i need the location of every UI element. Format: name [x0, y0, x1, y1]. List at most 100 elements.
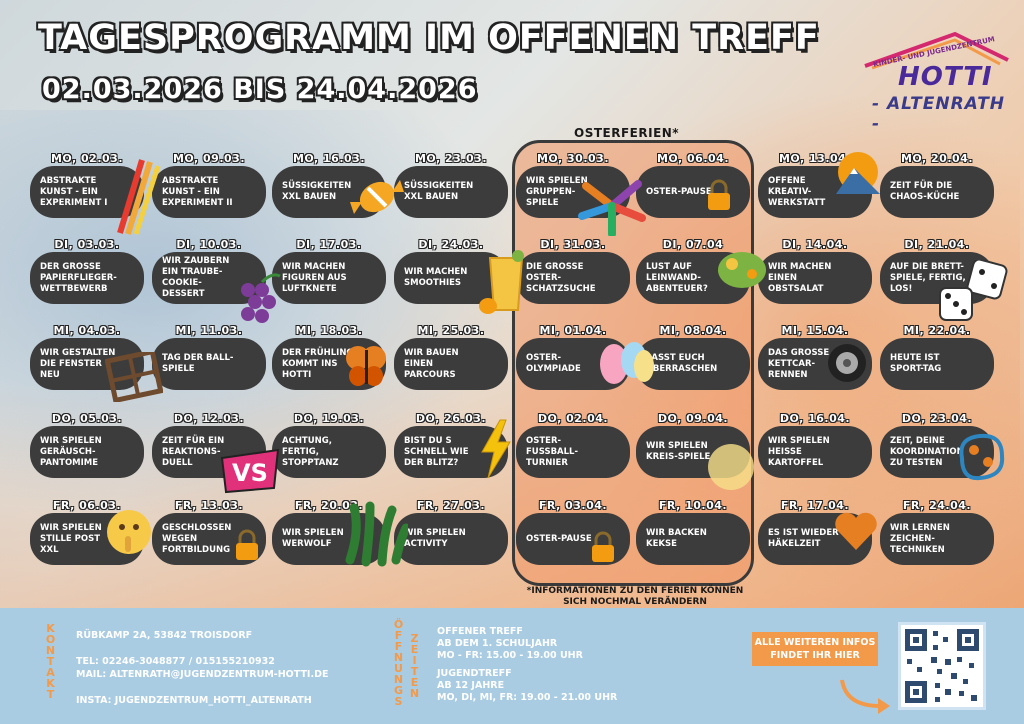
day-label: MO, 23.03. — [414, 152, 488, 165]
activity-text: WIR BACKEN KEKSE — [646, 528, 707, 549]
activity-pill: WIR SPIELEN ACTIVITY — [394, 513, 508, 565]
oeffnungs-label: ÖFFNUNGS — [392, 618, 405, 706]
day-label: DI, 17.03. — [296, 238, 362, 251]
info-button[interactable]: ALLE WEITEREN INFOS FINDET IHR HIER — [752, 632, 878, 666]
activity-text: WIR MACHEN FIGUREN AUS LUFTKNETE — [282, 261, 347, 294]
activity-text: OSTER-OLYMPIADE — [526, 353, 581, 374]
activity-pill: ZEIT, DEINE KOORDINATION ZU TESTEN — [880, 426, 994, 478]
activity-text: ABSTRAKTE KUNST - EIN EXPERIMENT I — [40, 175, 108, 208]
activity-pill: WIR SPIELEN GRUPPEN-SPIELE — [516, 166, 630, 218]
activity-pill: ACHTUNG, FERTIG, STOPPTANZ — [272, 426, 386, 478]
activity-text: WIR GESTALTEN DIE FENSTER NEU — [40, 347, 116, 380]
activity-text: OSTER-FUßBALL-TURNIER — [526, 435, 578, 468]
day-label: MO, 09.03. — [172, 152, 246, 165]
activity-pill: OSTER-PAUSE — [636, 166, 750, 218]
logo-name: HOTTI — [898, 62, 993, 92]
roof-icon — [864, 31, 1009, 70]
activity-pill: SÜßIGKEITEN XXL BAUEN — [394, 166, 508, 218]
day-label: MO, 20.04. — [900, 152, 974, 165]
activity-pill: ABSTRAKTE KUNST - EIN EXPERIMENT II — [152, 166, 266, 218]
activity-pill: WIR SPIELEN WERWOLF — [272, 513, 386, 565]
activity-pill: TAG DER BALL-SPIELE — [152, 338, 266, 390]
activity-text: ZEIT, DEINE KOORDINATION ZU TESTEN — [890, 435, 964, 468]
activity-text: WIR SPIELEN WERWOLF — [282, 528, 344, 549]
activity-text: WIR MACHEN EINEN OBSTSALAT — [768, 261, 832, 294]
activity-pill: OSTER-FUßBALL-TURNIER — [516, 426, 630, 478]
day-label: DO, 26.03. — [415, 412, 487, 425]
activity-text: WIR SPIELEN HEIßE KARTOFFEL — [768, 435, 830, 468]
jt-title: JUGENDTREFF — [437, 668, 512, 679]
activity-pill: ZEIT FÜR EIN REAKTIONS-DUELL — [152, 426, 266, 478]
day-label: DI, 03.03. — [54, 238, 120, 251]
activity-text: SÜßIGKEITEN XXL BAUEN — [404, 181, 474, 202]
activity-text: ES IST WIEDER HÄKELZEIT — [768, 528, 839, 549]
activity-pill: OSTER-PAUSE — [516, 513, 630, 565]
day-label: DI, 07.04 — [662, 238, 724, 251]
activity-text: DIE GROßE OSTER-SCHATZSUCHE — [526, 261, 596, 294]
qr-code[interactable] — [898, 622, 986, 710]
activity-text: DER FRÜHLING KOMMT INS HOTTI — [282, 347, 354, 380]
day-label: MO, 16.03. — [292, 152, 366, 165]
activity-text: LUST AUF LEINWAND-ABENTEUER? — [646, 261, 708, 294]
day-label: MO, 06.04. — [656, 152, 730, 165]
activity-pill: BIST DU S SCHNELL WIE DER BLITZ? — [394, 426, 508, 478]
activity-pill: ES IST WIEDER HÄKELZEIT — [758, 513, 872, 565]
day-label: DO, 23.04. — [901, 412, 973, 425]
day-label: DI, 10.03. — [176, 238, 242, 251]
activity-text: SÜßIGKEITEN XXL BAUEN — [282, 181, 352, 202]
logo-place: - ALTENRATH - — [872, 94, 1006, 134]
activity-text: WIR MACHEN SMOOTHIES — [404, 267, 468, 288]
day-label: FR, 06.03. — [52, 499, 122, 512]
day-label: MO, 02.03. — [50, 152, 124, 165]
day-label: FR, 20.03. — [294, 499, 364, 512]
activity-pill: DAS GROßE KETTCAR-RENNEN — [758, 338, 872, 390]
day-label: DO, 16.04. — [779, 412, 851, 425]
day-label: DO, 05.03. — [51, 412, 123, 425]
activity-pill: WIR BAUEN EINEN PARCOURS — [394, 338, 508, 390]
osterferien-note: *INFORMATIONEN ZU DEN FERIEN KÖNNEN SICH… — [526, 586, 744, 607]
day-label: FR, 10.04. — [658, 499, 728, 512]
activity-text: WIR SPIELEN KREIS-SPIELE — [646, 441, 711, 462]
mail: MAIL: ALTENRATH@JUGENDZENTRUM-HOTTI.DE — [76, 669, 329, 680]
activity-pill: DIE GROßE OSTER-SCHATZSUCHE — [516, 252, 630, 304]
activity-pill: ABSTRAKTE KUNST - EIN EXPERIMENT I — [30, 166, 144, 218]
activity-text: WIR SPIELEN GRUPPEN-SPIELE — [526, 175, 588, 208]
activity-pill: WIR MACHEN FIGUREN AUS LUFTKNETE — [272, 252, 386, 304]
activity-pill: AUF DIE BRETT-SPIELE, FERTIG, LOS! — [880, 252, 994, 304]
activity-text: OFFENE KREATIV-WERKSTATT — [768, 175, 826, 208]
kontakt-label: KONTAKT — [44, 622, 57, 699]
activity-text: GESCHLOSSEN WEGEN FORTBILDUNG — [162, 522, 232, 555]
page-title: TAGESPROGRAMM IM OFFENEN TREFF — [38, 18, 820, 58]
activity-pill: GESCHLOSSEN WEGEN FORTBILDUNG — [152, 513, 266, 565]
activity-pill: ZEIT FÜR DIE CHAOS-KÜCHE — [880, 166, 994, 218]
day-label: FR, 24.04. — [902, 499, 972, 512]
activity-text: WIR SPIELEN GERÄUSCH-PANTOMIME — [40, 435, 102, 468]
osterferien-label: OSTERFERIEN* — [574, 126, 680, 140]
activity-text: HEUTE IST SPORT-TAG — [890, 353, 942, 374]
day-label: MI, 01.04. — [539, 324, 607, 337]
day-label: FR, 13.03. — [174, 499, 244, 512]
day-label: FR, 17.04. — [780, 499, 850, 512]
activity-pill: WIR SPIELEN STILLE POST XXL — [30, 513, 144, 565]
jt-age: AB 12 JAHRE — [437, 680, 505, 691]
phone: TEL: 02246-3048877 / 015155210932 — [76, 656, 275, 667]
ot-title: OFFENER TREFF — [437, 626, 523, 637]
day-label: DI, 31.03. — [540, 238, 606, 251]
activity-pill: WIR SPIELEN KREIS-SPIELE — [636, 426, 750, 478]
instagram: INSTA: JUGENDZENTRUM_HOTTI_ALTENRATH — [76, 695, 312, 706]
activity-text: WIR LERNEN ZEICHEN-TECHNIKEN — [890, 522, 950, 555]
day-label: DO, 02.04. — [537, 412, 609, 425]
activity-pill: DER FRÜHLING KOMMT INS HOTTI — [272, 338, 386, 390]
day-label: DI, 21.04. — [904, 238, 970, 251]
activity-pill: WIR MACHEN EINEN OBSTSALAT — [758, 252, 872, 304]
activity-pill: OFFENE KREATIV-WERKSTATT — [758, 166, 872, 218]
activity-text: ACHTUNG, FERTIG, STOPPTANZ — [282, 435, 339, 468]
day-label: MI, 11.03. — [175, 324, 243, 337]
activity-pill: DER GROßE PAPIERFLIEGER-WETTBEWERB — [30, 252, 144, 304]
day-label: MI, 08.04. — [659, 324, 727, 337]
activity-pill: WIR SPIELEN GERÄUSCH-PANTOMIME — [30, 426, 144, 478]
activity-text: ABSTRAKTE KUNST - EIN EXPERIMENT II — [162, 175, 233, 208]
activity-text: DER GROßE PAPIERFLIEGER-WETTBEWERB — [40, 261, 117, 294]
hotti-logo: KINDER- UND JUGENDZENTRUM HOTTI - ALTENR… — [850, 30, 1010, 134]
day-label: DO, 19.03. — [293, 412, 365, 425]
